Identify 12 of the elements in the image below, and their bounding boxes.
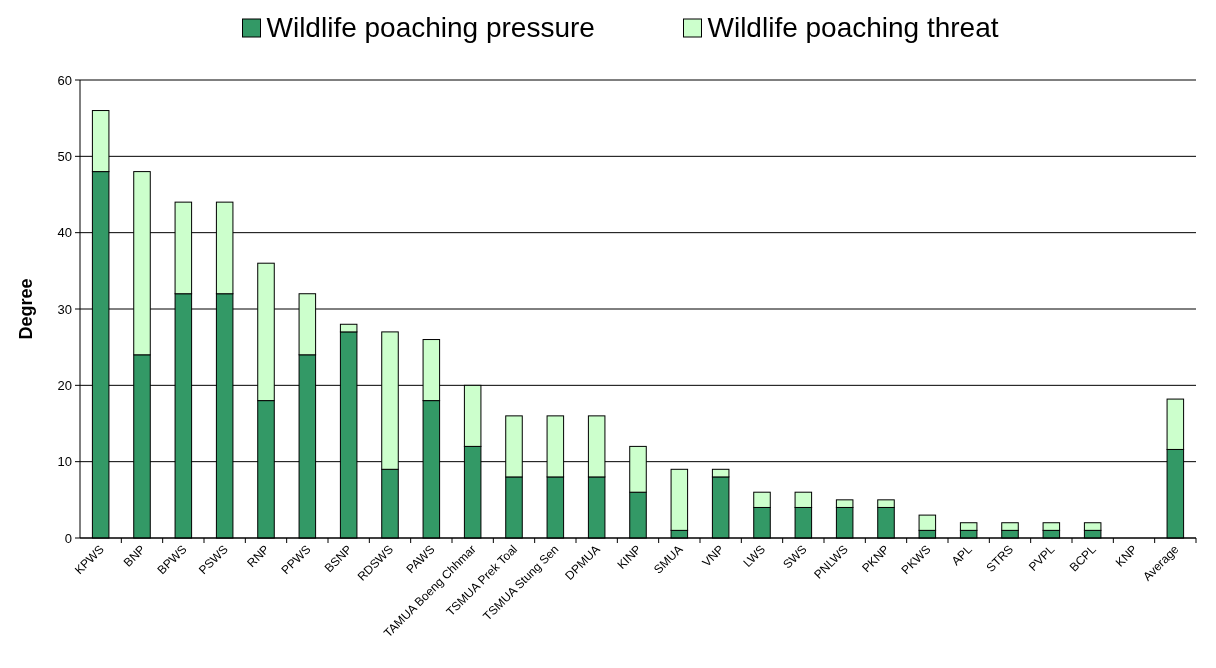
y-tick-label: 10 [57,454,72,470]
y-tick-label: 0 [64,530,72,546]
x-tick-label: APL [948,542,976,569]
y-tick-label: 20 [57,377,72,393]
legend-label: Wildlife poaching threat [707,12,999,43]
y-axis-title: Degree [16,278,36,340]
y-tick-label: 40 [57,225,72,241]
y-tick-label: 60 [57,72,72,88]
legend-label: Wildlife poaching pressure [266,12,595,43]
y-tick-label: 50 [57,148,72,164]
y-tick-label: 30 [57,301,72,317]
x-tick-label: VNP [699,542,727,570]
